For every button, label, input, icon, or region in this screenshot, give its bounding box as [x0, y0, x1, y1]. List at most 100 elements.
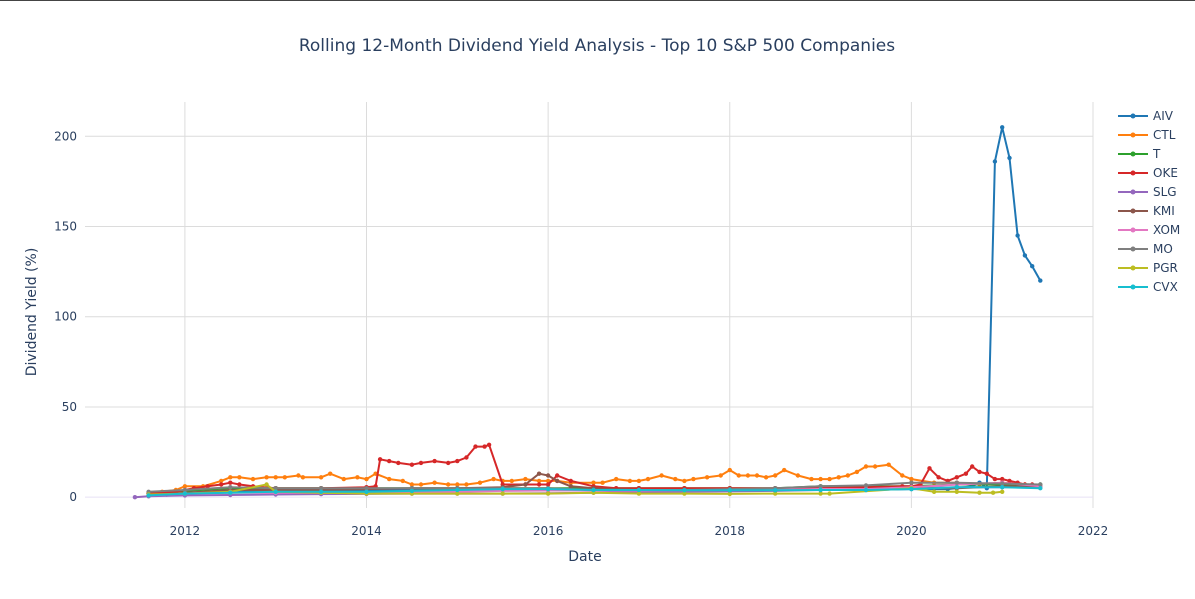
data-point	[682, 488, 687, 493]
data-point	[954, 480, 959, 485]
data-point	[727, 467, 732, 473]
data-point	[491, 476, 496, 482]
data-point	[927, 466, 932, 471]
data-point	[909, 486, 914, 492]
data-point	[818, 476, 823, 482]
data-point	[545, 482, 551, 487]
legend-item-mo[interactable]: MO	[1118, 242, 1173, 256]
data-point	[909, 480, 914, 485]
legend-marker	[1130, 246, 1136, 252]
legend-label: SLG	[1153, 185, 1177, 199]
data-point	[296, 473, 301, 478]
x-axis: 2012 2014 2016 2018 2020 2022	[170, 524, 1109, 538]
data-point	[645, 476, 651, 482]
data-point	[682, 478, 687, 484]
data-point	[219, 482, 224, 487]
data-point	[992, 476, 998, 482]
data-point	[1022, 253, 1028, 258]
data-point	[754, 473, 760, 478]
legend-label: CVX	[1153, 280, 1178, 294]
data-point	[473, 444, 478, 449]
series-line	[166, 126, 1042, 496]
data-point	[182, 484, 188, 489]
data-point	[455, 482, 460, 487]
data-point	[364, 476, 369, 482]
data-point	[1038, 486, 1043, 491]
legend-item-pgr[interactable]: PGR	[1118, 261, 1178, 275]
x-tick-label: 2012	[170, 524, 201, 538]
data-point	[1000, 125, 1005, 130]
data-point	[500, 486, 505, 492]
data-point	[627, 478, 633, 484]
data-point	[409, 462, 415, 467]
legend-item-slg[interactable]: SLG	[1118, 185, 1177, 199]
legend-item-t[interactable]: T	[1118, 147, 1161, 161]
data-point	[1015, 233, 1020, 238]
legend-item-ctl[interactable]: CTL	[1118, 128, 1176, 142]
legend-item-cvx[interactable]: CVX	[1118, 280, 1178, 294]
data-point	[555, 473, 560, 478]
data-point	[545, 491, 551, 496]
legend-marker	[1130, 265, 1136, 271]
data-point	[377, 457, 383, 462]
data-point	[545, 473, 551, 478]
data-point	[659, 473, 664, 478]
data-point	[827, 491, 832, 496]
data-point	[1038, 278, 1043, 283]
legend-label: PGR	[1153, 261, 1178, 275]
data-point	[591, 480, 596, 485]
data-point	[736, 473, 741, 478]
data-point	[704, 475, 710, 480]
data-point	[205, 484, 210, 489]
data-point	[977, 490, 982, 495]
data-point	[455, 491, 460, 496]
data-point	[455, 458, 460, 464]
y-tick-label: 100	[54, 310, 77, 324]
data-point	[523, 482, 528, 487]
legend-marker	[1130, 113, 1136, 119]
data-point	[355, 475, 360, 480]
legend-item-oke[interactable]: OKE	[1118, 166, 1178, 180]
data-point	[387, 458, 392, 464]
legend-marker	[1130, 132, 1136, 138]
x-tick-label: 2016	[533, 524, 564, 538]
data-point	[318, 489, 324, 494]
data-point	[970, 464, 975, 469]
data-point	[364, 489, 369, 494]
data-point	[1007, 478, 1012, 484]
data-point	[318, 486, 324, 491]
x-tick-label: 2022	[1078, 524, 1109, 538]
data-point	[250, 476, 256, 482]
data-point	[182, 487, 188, 493]
data-point	[228, 490, 233, 495]
data-point	[555, 478, 560, 484]
data-point	[773, 473, 778, 478]
legend-label: T	[1152, 147, 1161, 161]
legend-item-xom[interactable]: XOM	[1118, 223, 1180, 237]
data-point	[1038, 482, 1043, 487]
data-point	[1000, 476, 1005, 482]
data-point	[1000, 489, 1005, 494]
legend-item-kmi[interactable]: KMI	[1118, 204, 1175, 218]
data-point	[990, 490, 996, 495]
data-point	[477, 480, 483, 485]
data-point	[614, 476, 619, 482]
data-point	[836, 475, 841, 480]
legend[interactable]: AIV CTL T OKE SLG KMI XOM MO PGR CVX	[1118, 109, 1180, 294]
data-point	[591, 487, 596, 493]
data-point	[863, 464, 869, 469]
legend-marker	[1130, 284, 1136, 290]
data-point	[863, 487, 869, 493]
data-point	[545, 486, 551, 492]
data-point	[691, 476, 696, 482]
data-point	[182, 491, 188, 496]
data-point	[464, 455, 469, 460]
legend-item-aiv[interactable]: AIV	[1118, 109, 1174, 123]
data-point	[809, 476, 814, 482]
data-point	[509, 478, 514, 484]
data-point	[954, 485, 959, 490]
legend-label: XOM	[1153, 223, 1180, 237]
data-point	[228, 480, 233, 485]
